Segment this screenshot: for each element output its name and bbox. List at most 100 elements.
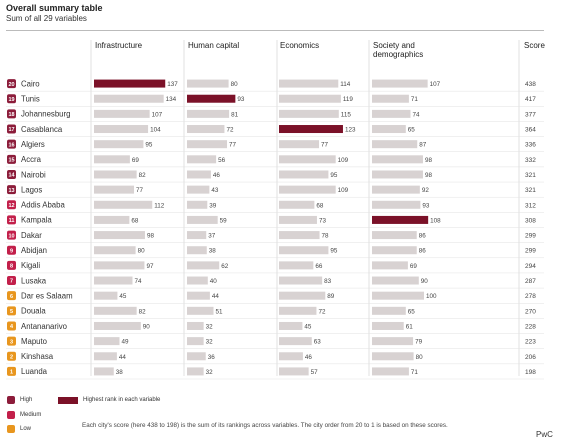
value-bar bbox=[279, 291, 326, 300]
score-value: 312 bbox=[525, 202, 536, 209]
rank-badge-label: 15 bbox=[8, 158, 14, 164]
value-bar bbox=[187, 109, 230, 118]
rank-badge bbox=[7, 230, 16, 240]
bar-value-label: 100 bbox=[426, 293, 437, 300]
rank-badge bbox=[7, 366, 16, 376]
page-title: Overall summary table bbox=[6, 3, 103, 13]
value-bar bbox=[94, 367, 114, 376]
bar-value-label: 63 bbox=[314, 339, 322, 346]
city-label: Antananarivo bbox=[21, 322, 68, 331]
value-bar bbox=[279, 155, 336, 164]
bar-value-label: 72 bbox=[226, 127, 234, 134]
bar-value-label: 134 bbox=[166, 96, 177, 103]
bar-value-label: 45 bbox=[304, 323, 312, 330]
score-value: 278 bbox=[525, 293, 536, 300]
bar-value-label: 109 bbox=[338, 187, 349, 194]
bar-value-label: 44 bbox=[119, 354, 127, 361]
bar-value-label: 114 bbox=[340, 81, 351, 88]
bar-value-label: 95 bbox=[145, 142, 153, 149]
rank-badge bbox=[7, 260, 16, 270]
value-bar bbox=[187, 215, 218, 224]
column-header: demographics bbox=[373, 50, 423, 59]
city-label: Casablanca bbox=[21, 125, 63, 134]
city-label: Cairo bbox=[21, 79, 40, 88]
value-bar bbox=[372, 337, 414, 346]
rank-badge-label: 10 bbox=[8, 233, 14, 239]
bar-value-label: 72 bbox=[318, 308, 326, 315]
value-bar bbox=[372, 109, 411, 118]
bar-value-label: 38 bbox=[209, 248, 217, 255]
value-bar bbox=[187, 200, 208, 209]
value-bar bbox=[94, 170, 137, 179]
rank-badge-label: 19 bbox=[8, 97, 14, 103]
city-label: Lusaka bbox=[21, 276, 47, 285]
bar-value-label: 61 bbox=[406, 323, 414, 330]
bar-value-label: 90 bbox=[143, 323, 151, 330]
bar-value-label: 40 bbox=[210, 278, 218, 285]
bar-value-label: 108 bbox=[430, 217, 441, 224]
value-bar bbox=[94, 276, 133, 285]
bar-value-label: 32 bbox=[206, 339, 214, 346]
bar-value-label: 93 bbox=[237, 96, 245, 103]
bar-value-label: 43 bbox=[211, 187, 219, 194]
bar-value-label: 80 bbox=[231, 81, 239, 88]
value-bar bbox=[94, 261, 145, 270]
bar-value-label: 82 bbox=[139, 308, 147, 315]
rank-badge-label: 8 bbox=[10, 264, 13, 270]
bar-value-label: 71 bbox=[411, 96, 419, 103]
bar-value-label: 49 bbox=[121, 339, 129, 346]
score-value: 332 bbox=[525, 157, 536, 164]
bar-value-label: 39 bbox=[209, 202, 217, 209]
score-value: 364 bbox=[525, 127, 536, 134]
value-bar bbox=[187, 79, 229, 88]
score-value: 228 bbox=[525, 323, 536, 330]
rank-badge-label: 3 bbox=[10, 339, 13, 345]
bar-value-label: 65 bbox=[408, 127, 416, 134]
bar-value-label: 68 bbox=[316, 202, 324, 209]
rank-badge-label: 13 bbox=[8, 188, 14, 194]
bar-value-label: 95 bbox=[330, 248, 338, 255]
value-bar bbox=[94, 140, 144, 149]
value-bar bbox=[94, 306, 137, 315]
rank-badge bbox=[7, 336, 16, 346]
city-label: Douala bbox=[21, 307, 46, 316]
value-bar bbox=[187, 367, 204, 376]
value-bar bbox=[94, 246, 136, 255]
city-label: Kampala bbox=[21, 216, 52, 225]
score-value: 321 bbox=[525, 172, 536, 179]
bar-value-label: 86 bbox=[419, 248, 427, 255]
bar-value-label: 65 bbox=[408, 308, 416, 315]
bar-value-label: 51 bbox=[216, 308, 224, 315]
bar-value-label: 73 bbox=[319, 217, 327, 224]
value-bar bbox=[372, 125, 406, 134]
city-label: Dakar bbox=[21, 231, 42, 240]
value-bar bbox=[187, 125, 225, 134]
legend-label-high: High bbox=[20, 397, 33, 403]
city-label: Tunis bbox=[21, 95, 40, 104]
score-value: 223 bbox=[525, 339, 536, 346]
highlight-bar bbox=[94, 79, 166, 88]
bar-value-label: 98 bbox=[147, 233, 155, 240]
bar-value-label: 77 bbox=[136, 187, 144, 194]
value-bar bbox=[372, 200, 421, 209]
rank-badge bbox=[7, 139, 16, 149]
bar-value-label: 97 bbox=[146, 263, 154, 270]
rank-badge bbox=[7, 215, 16, 225]
value-bar bbox=[187, 352, 206, 361]
rank-badge bbox=[7, 109, 16, 119]
bar-value-label: 46 bbox=[305, 354, 313, 361]
bar-value-label: 92 bbox=[422, 187, 430, 194]
rank-badge-label: 18 bbox=[8, 112, 14, 118]
rank-badge-label: 1 bbox=[10, 370, 13, 376]
value-bar bbox=[372, 185, 420, 194]
value-bar bbox=[187, 261, 220, 270]
value-bar bbox=[372, 291, 424, 300]
bar-value-label: 56 bbox=[218, 157, 226, 164]
rank-badge-label: 16 bbox=[8, 142, 14, 148]
bar-value-label: 112 bbox=[154, 202, 165, 209]
bar-value-label: 59 bbox=[220, 217, 228, 224]
value-bar bbox=[279, 170, 329, 179]
value-bar bbox=[94, 337, 120, 346]
value-bar bbox=[372, 246, 417, 255]
value-bar bbox=[279, 109, 339, 118]
